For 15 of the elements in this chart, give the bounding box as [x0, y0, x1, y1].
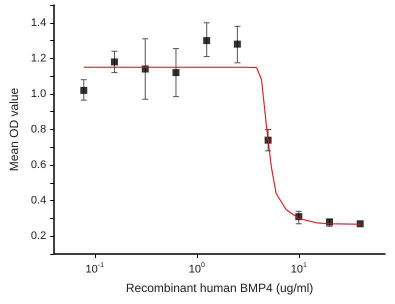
y-tick-label: 1.2	[30, 52, 46, 64]
y-tick-label: 1.4	[30, 16, 46, 29]
x-axis-title: Recombinant human BMP4 (ug/ml)	[126, 281, 314, 295]
point	[172, 69, 180, 76]
y-axis-title: Mean OD value	[7, 87, 21, 172]
point	[80, 86, 88, 94]
y-tick-label: 0.2	[30, 230, 46, 242]
point	[203, 37, 210, 44]
point	[110, 58, 118, 66]
y-tick-label: 0.8	[30, 124, 46, 136]
y-tick-label: 0.4	[30, 194, 46, 207]
point	[356, 220, 364, 228]
y-tick-label: 0.6	[30, 159, 46, 172]
y-tick-label: 1.0	[30, 88, 46, 100]
point	[234, 40, 241, 48]
